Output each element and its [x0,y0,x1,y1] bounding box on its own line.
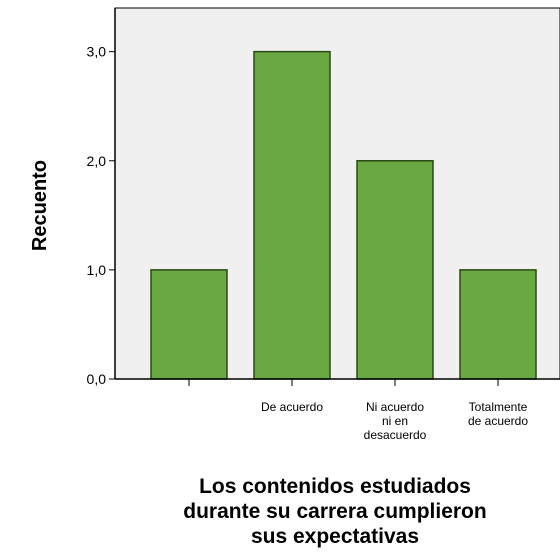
x-axis-title-line: Los contenidos estudiados [199,475,471,498]
x-tick-label: de acuerdo [468,414,528,428]
y-tick-label: 3,0 [87,44,107,60]
bar [356,160,434,380]
y-tick-label: 0,0 [87,371,107,387]
x-tick-label: desacuerdo [364,428,427,442]
bar [459,269,537,380]
y-tick-label: 2,0 [87,153,107,169]
x-tick-label: Ni acuerdo [366,400,424,414]
bar [150,269,228,380]
x-axis-title-line: durante su carrera cumplieron [183,500,487,523]
x-tick-label: ni en [382,414,408,428]
x-axis-title: Los contenidos estudiados durante su car… [110,474,560,549]
bar [253,50,331,380]
y-tick-label: 1,0 [87,262,107,278]
y-axis-title: Recuento [29,160,51,251]
x-tick-label: De acuerdo [261,400,323,414]
x-axis-title-line: sus expectativas [250,525,420,548]
x-tick-label: Totalmente [469,400,528,414]
